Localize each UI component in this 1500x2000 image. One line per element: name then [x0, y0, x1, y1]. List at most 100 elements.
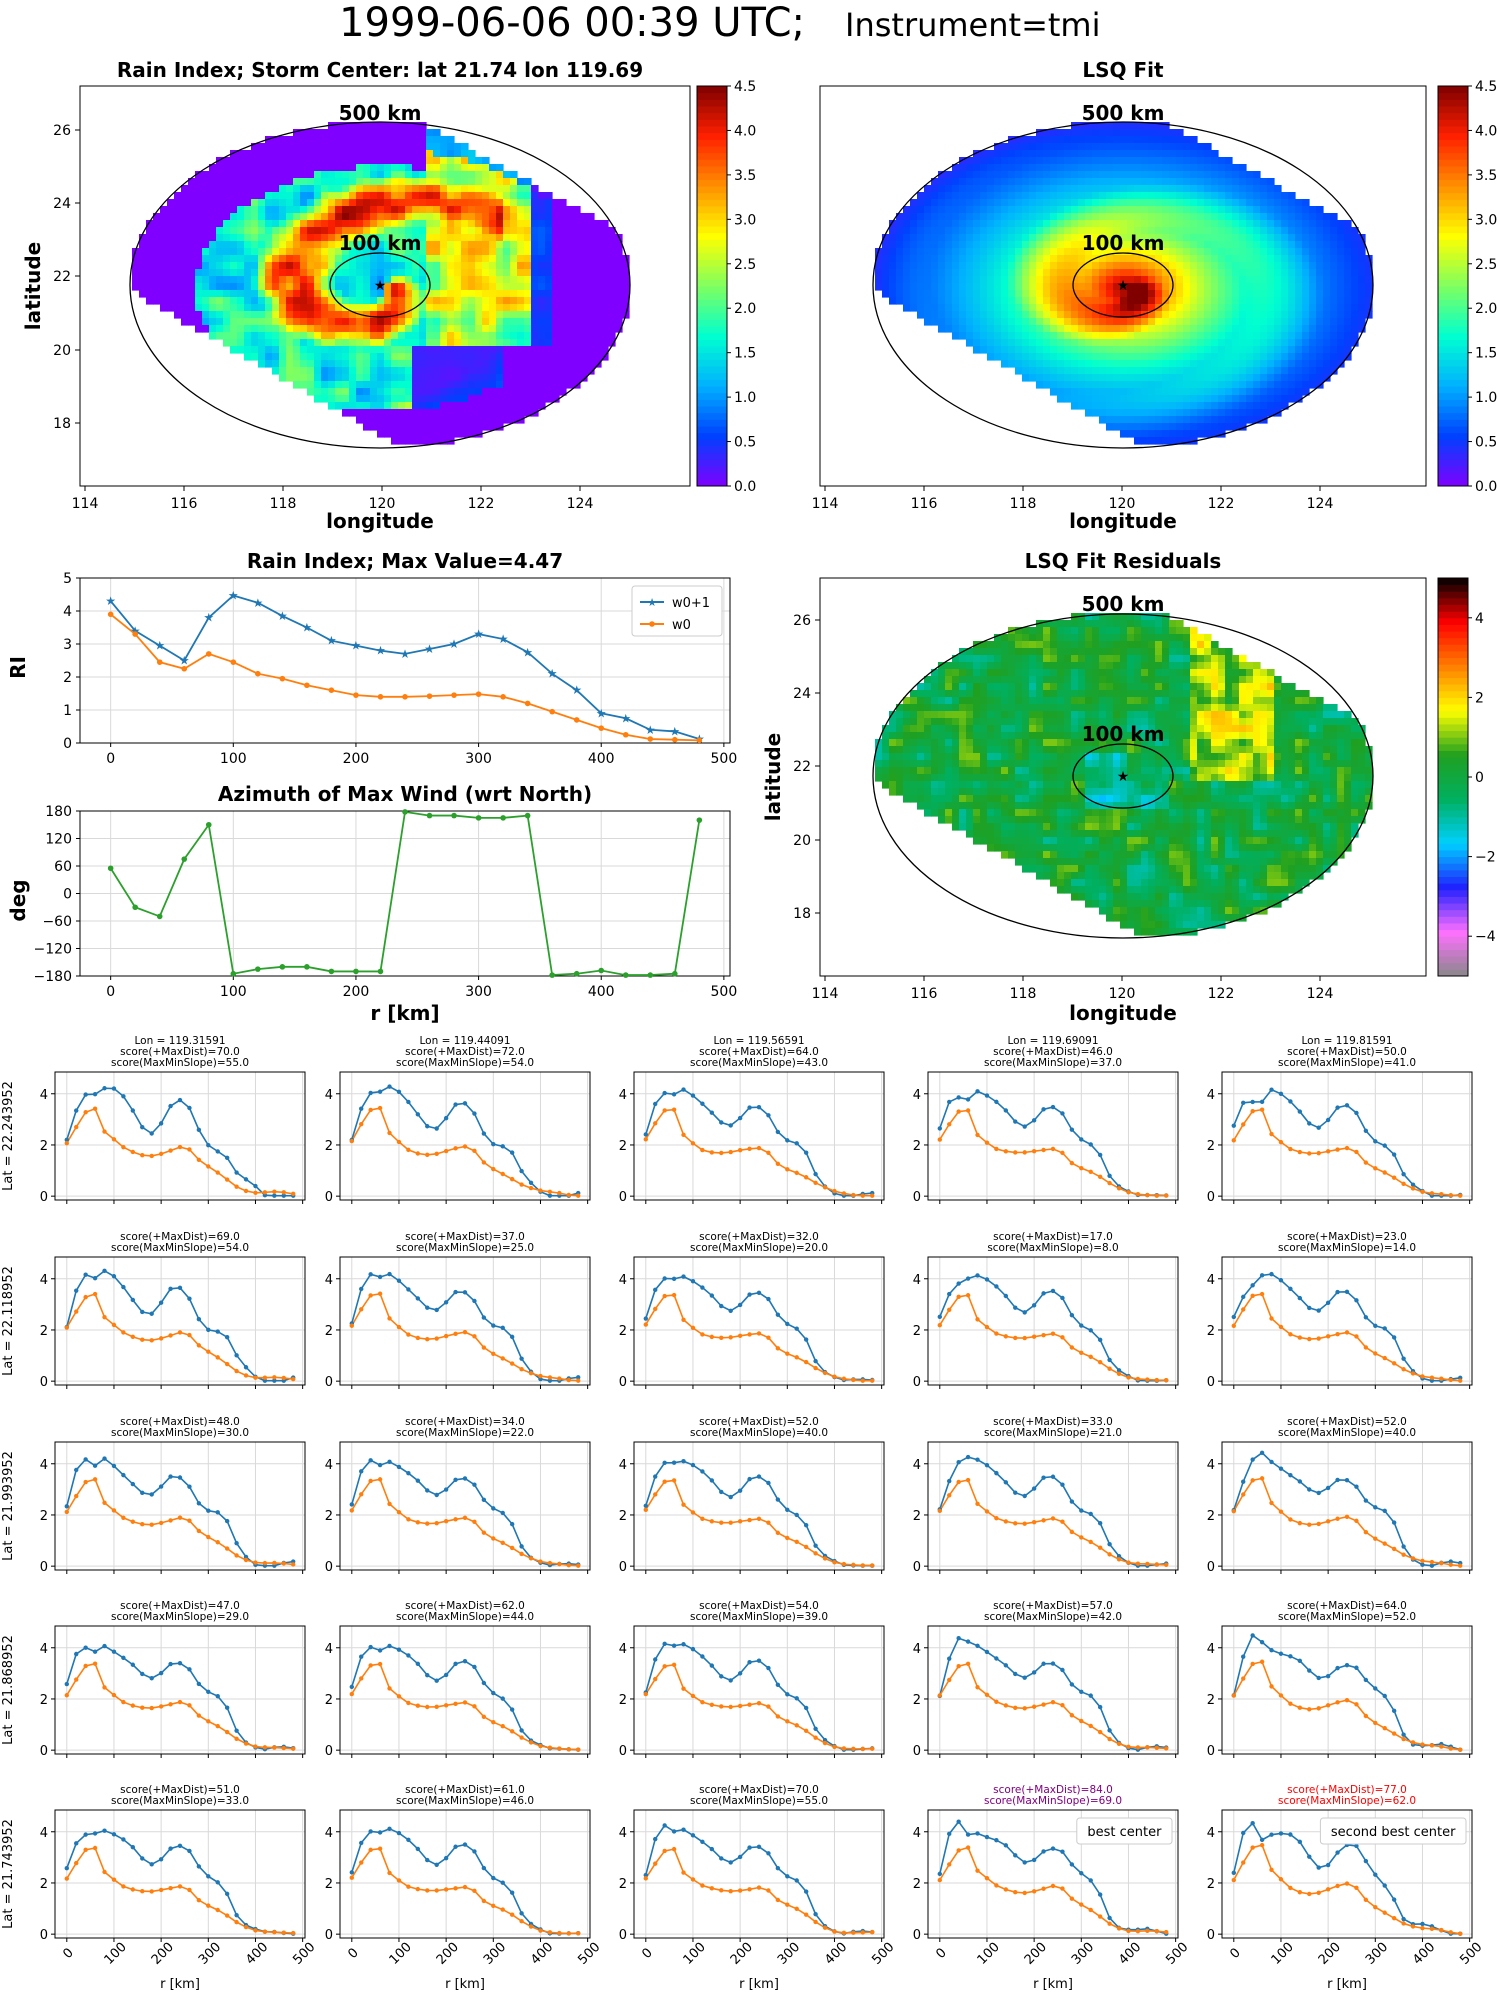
- panel-xtick-label: 100: [681, 1940, 709, 1968]
- panel-point: [1135, 1928, 1141, 1934]
- panel-point: [1278, 1278, 1284, 1283]
- panel-point: [1231, 1314, 1236, 1320]
- panel-point: [206, 1349, 211, 1354]
- colorbar-swatch: [697, 439, 727, 447]
- panel-point: [813, 1543, 818, 1548]
- panel-point: [1097, 1152, 1103, 1158]
- rain-index-colorbar: 0.00.51.01.52.02.53.03.54.04.5: [696, 79, 756, 495]
- panel-series-w0plus1: [645, 1824, 873, 1935]
- panel-point: [1259, 1837, 1265, 1843]
- panel-point: [196, 1317, 202, 1322]
- panel-point: [709, 1846, 715, 1852]
- panel-point: [822, 1185, 828, 1190]
- panel-point: [1259, 1291, 1265, 1297]
- panel-point: [121, 1094, 126, 1099]
- panel-point: [538, 1376, 543, 1382]
- series-point: [304, 964, 310, 970]
- colorbar-swatch: [1438, 710, 1468, 718]
- series-point: ★: [571, 683, 582, 697]
- panel-point: [92, 1091, 98, 1097]
- panel-point: [832, 1929, 837, 1934]
- map-ytick-label: 22: [793, 759, 811, 775]
- panel-point: [803, 1359, 809, 1365]
- panel-point: [1050, 1146, 1056, 1152]
- panel-point: [224, 1155, 230, 1161]
- panel-point: [1250, 1820, 1255, 1826]
- panel-score-maxminslope: score(MaxMinSlope)=62.0: [1278, 1795, 1416, 1807]
- panel-point: [1022, 1335, 1027, 1341]
- panel-point: [1097, 1892, 1103, 1897]
- colorbar-swatch: [1438, 883, 1468, 891]
- panel-series-w0: [1233, 1477, 1461, 1567]
- panel-series-w0: [66, 1662, 294, 1750]
- panel-series-w0: [351, 1663, 579, 1751]
- panel-point: [1410, 1182, 1416, 1187]
- panel-point: [74, 1309, 79, 1314]
- panel-point: [415, 1703, 421, 1708]
- lsq-fit-map-title: LSQ Fit: [1082, 58, 1164, 82]
- chart-ylabel: deg: [6, 879, 30, 921]
- panel-point: [803, 1889, 809, 1894]
- panel-point: [662, 1108, 667, 1113]
- chart-xtick-label: 200: [343, 984, 370, 1000]
- chart-title: Azimuth of Max Wind (wrt North): [218, 782, 592, 806]
- panel-point: [187, 1703, 192, 1708]
- panel-point: [206, 1508, 211, 1513]
- panel-point: [538, 1928, 543, 1933]
- panel-point: [83, 1832, 88, 1837]
- panel-frame: [339, 1256, 591, 1386]
- panel-point: [1373, 1536, 1378, 1541]
- panel-point: [234, 1184, 239, 1189]
- panel-point: [1231, 1877, 1236, 1883]
- panel-point: [149, 1889, 154, 1894]
- panel-point: [785, 1535, 790, 1541]
- panel-point: [140, 1309, 145, 1315]
- panel-point: [747, 1332, 752, 1337]
- panel-ytick-label: 0: [1207, 1375, 1215, 1390]
- panel-point: [500, 1696, 505, 1701]
- panel-point: [766, 1296, 771, 1302]
- panel-point: [709, 1293, 715, 1298]
- panel-point: [1003, 1703, 1009, 1708]
- panel-point: [140, 1705, 145, 1710]
- lsq-fit-map-field: [875, 122, 1373, 445]
- panel-point: [234, 1912, 239, 1918]
- panel-point: [1145, 1745, 1150, 1750]
- panel-point: [756, 1844, 762, 1850]
- panel-point: [224, 1913, 230, 1918]
- panel-point: [359, 1307, 364, 1312]
- panel-point: [1060, 1482, 1065, 1487]
- series-point: [205, 821, 212, 828]
- panel-point: [1354, 1885, 1359, 1890]
- map-ytick-label: 20: [793, 833, 811, 849]
- panel-point: [491, 1351, 496, 1357]
- panel-point: [860, 1193, 865, 1198]
- panel-point: [1069, 1896, 1075, 1901]
- panel-point: [984, 1093, 990, 1098]
- panel-point: [841, 1561, 847, 1567]
- colorbar-tick-label: 0.5: [734, 435, 756, 451]
- panel-point: [443, 1487, 449, 1492]
- colorbar-swatch: [1438, 969, 1468, 977]
- panel-xtick-label: 500: [290, 1940, 318, 1968]
- panel-point: [1013, 1490, 1018, 1495]
- panel-point: [1164, 1746, 1169, 1751]
- colorbar-swatch: [697, 252, 727, 260]
- candidate-panel: 024score(MaxMinSlope)=29.0score(+MaxDist…: [1, 1600, 306, 1759]
- colorbar-swatch: [1438, 139, 1468, 147]
- panel-ytick-label: 2: [40, 1877, 48, 1892]
- panel-point: [643, 1507, 648, 1513]
- panel-point: [92, 1106, 98, 1111]
- panel-point: [215, 1170, 220, 1175]
- panel-point: [984, 1509, 990, 1514]
- panel-point: [1316, 1890, 1321, 1895]
- panel-point: [719, 1888, 724, 1893]
- panel-ytick-label: 4: [325, 1088, 333, 1103]
- panel-point: [709, 1334, 715, 1340]
- panel-point: [794, 1512, 799, 1518]
- panel-ytick-label: 2: [40, 1139, 48, 1154]
- colorbar-tick-label: 4.0: [734, 123, 756, 139]
- panel-point: [1050, 1661, 1056, 1666]
- panel-point: [1126, 1928, 1131, 1934]
- panel-point: [519, 1735, 524, 1740]
